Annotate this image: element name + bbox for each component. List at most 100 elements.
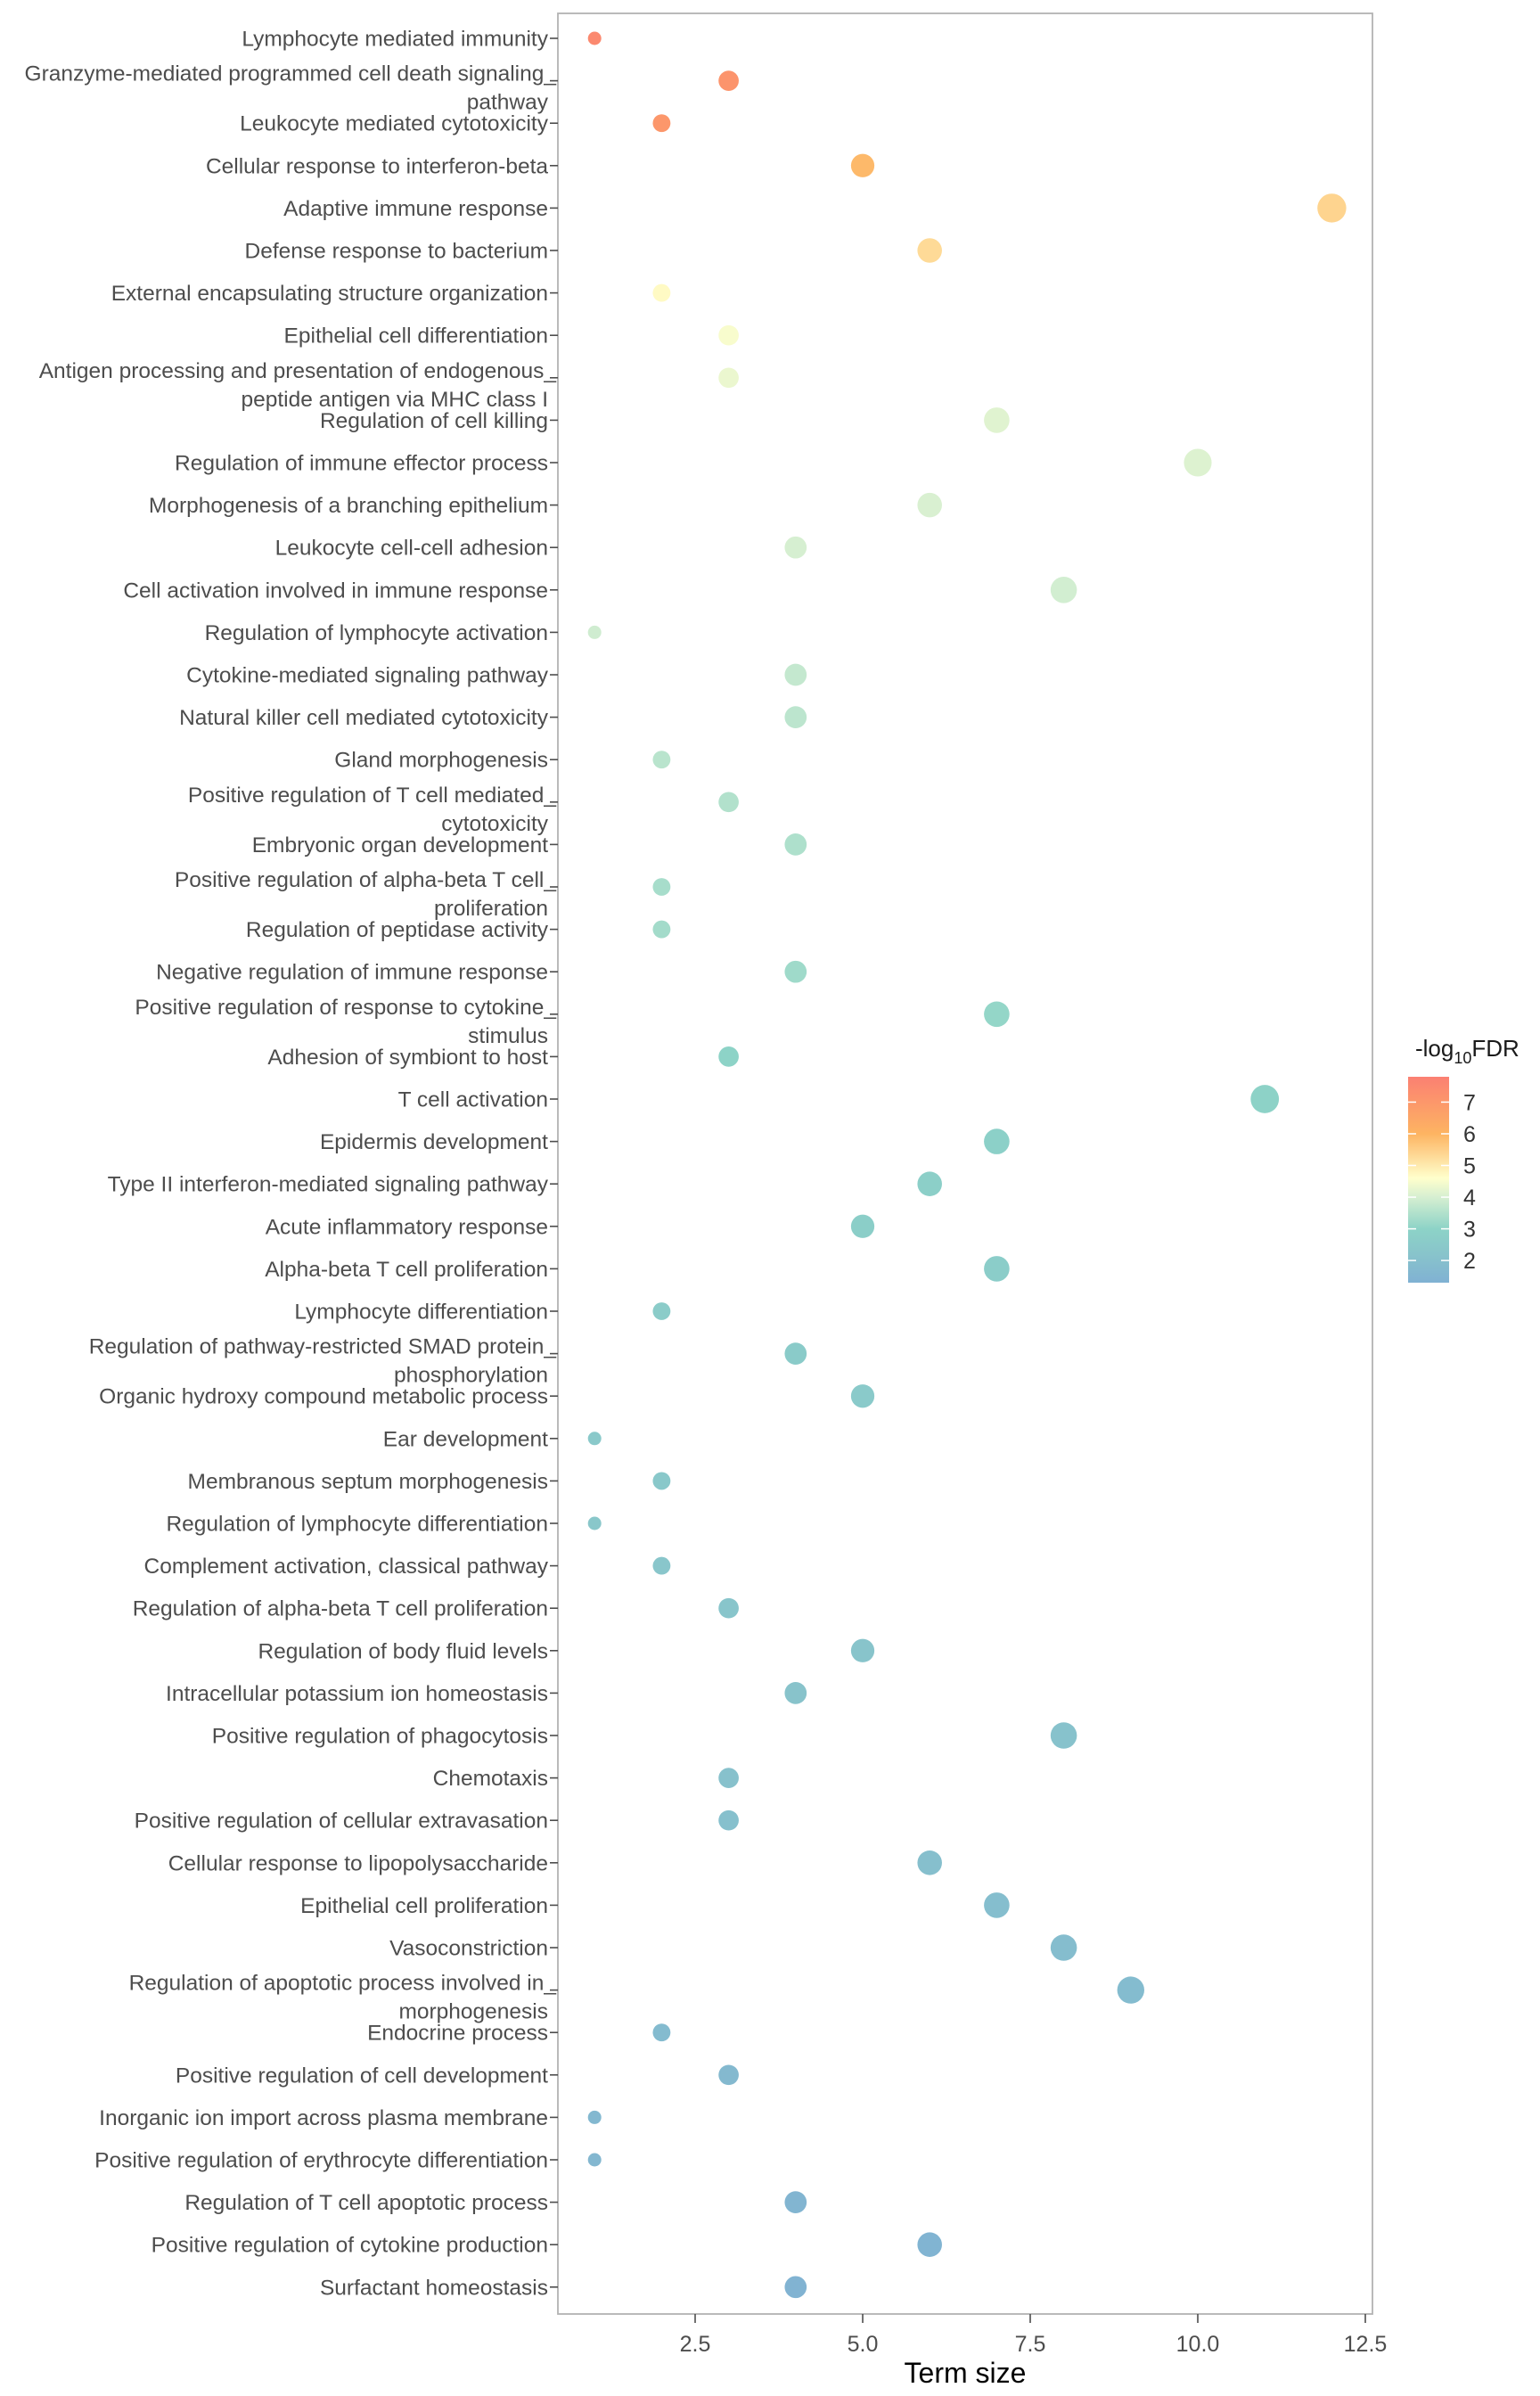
data-point[interactable] xyxy=(850,153,875,177)
y-tick-label-continuation: peptide antigen via MHC class I xyxy=(241,388,548,412)
data-point[interactable] xyxy=(718,2064,739,2086)
data-point[interactable] xyxy=(652,1556,671,1575)
y-tick-label: Antigen processing and presentation of e… xyxy=(39,359,557,383)
data-point[interactable] xyxy=(652,751,671,769)
y-tick-label: Regulation of cell killing xyxy=(320,409,548,433)
y-tick-label: Positive regulation of erythrocyte diffe… xyxy=(94,2149,548,2173)
data-point[interactable] xyxy=(984,1256,1010,1282)
x-tick-label: 2.5 xyxy=(680,2332,711,2357)
data-point[interactable] xyxy=(784,2191,807,2213)
data-point[interactable] xyxy=(1117,1976,1144,2004)
data-point[interactable] xyxy=(1317,193,1347,223)
data-point[interactable] xyxy=(850,1214,875,1238)
y-tick-label: Defense response to bacterium xyxy=(245,240,548,264)
x-axis: 2.5 5.0 7.5 10.0 12.5 xyxy=(680,2314,1387,2357)
y-tick-label: Epidermis development xyxy=(320,1130,548,1154)
data-point[interactable] xyxy=(917,2232,942,2257)
y-tick-label: Gland morphogenesis xyxy=(334,749,548,773)
data-point[interactable] xyxy=(587,2153,602,2167)
data-point[interactable] xyxy=(784,663,807,686)
legend-tick-label: 7 xyxy=(1463,1090,1476,1115)
color-legend: -log10FDR 7 6 5 4 3 2 xyxy=(1408,1035,1520,1283)
data-point[interactable] xyxy=(718,367,739,389)
y-tick-label: Morphogenesis of a branching epithelium xyxy=(149,494,548,518)
data-point[interactable] xyxy=(784,706,807,728)
legend-tick-label: 5 xyxy=(1463,1154,1476,1179)
y-tick-label: Regulation of apoptotic process involved… xyxy=(129,1972,557,1996)
data-point[interactable] xyxy=(1050,1722,1077,1749)
legend-tick-label: 6 xyxy=(1463,1122,1476,1147)
x-tick-label: 10.0 xyxy=(1176,2332,1220,2357)
data-point[interactable] xyxy=(652,2023,671,2042)
y-tick-label: Cell activation involved in immune respo… xyxy=(123,578,548,603)
y-tick-label: Adhesion of symbiont to host xyxy=(267,1046,548,1070)
data-point[interactable] xyxy=(917,492,942,518)
y-tick-label: Cellular response to interferon-beta xyxy=(206,154,548,178)
data-point[interactable] xyxy=(652,1472,671,1490)
y-tick-label: Granzyme-mediated programmed cell death … xyxy=(25,62,557,86)
y-tick-label-continuation: cytotoxicity xyxy=(441,812,549,836)
y-tick-label: Positive regulation of cellular extravas… xyxy=(135,1809,548,1834)
y-tick-label: Intracellular potassium ion homeostasis xyxy=(166,1682,548,1706)
data-point[interactable] xyxy=(718,324,739,346)
data-point[interactable] xyxy=(1250,1085,1280,1113)
data-point[interactable] xyxy=(1184,448,1212,477)
data-point[interactable] xyxy=(784,1342,807,1365)
y-tick-label: Positive regulation of T cell mediated_ xyxy=(188,784,556,808)
data-point[interactable] xyxy=(784,960,807,983)
y-tick-label: Alpha-beta T cell proliferation xyxy=(265,1258,548,1282)
y-tick-label: Lymphocyte differentiation xyxy=(294,1301,548,1325)
x-tick-label: 7.5 xyxy=(1015,2332,1046,2357)
y-tick-label: Natural killer cell mediated cytotoxicit… xyxy=(179,706,549,730)
data-point[interactable] xyxy=(652,114,671,133)
x-tick-label: 5.0 xyxy=(848,2332,879,2357)
data-point[interactable] xyxy=(1050,1934,1077,1961)
y-tick-label: Complement activation, classical pathway xyxy=(144,1555,549,1579)
data-point[interactable] xyxy=(587,1516,602,1530)
plot-panel xyxy=(557,12,1373,2315)
y-tick-label: Positive regulation of phagocytosis xyxy=(212,1725,548,1749)
data-point[interactable] xyxy=(652,283,671,302)
y-tick-label-continuation: pathway xyxy=(467,91,549,115)
data-point[interactable] xyxy=(587,31,602,45)
y-tick-label: Adaptive immune response xyxy=(283,197,548,221)
y-tick-label: Organic hydroxy compound metabolic proce… xyxy=(99,1385,548,1409)
data-point[interactable] xyxy=(652,1302,671,1320)
data-point[interactable] xyxy=(917,1850,942,1875)
data-point[interactable] xyxy=(718,792,739,813)
data-point[interactable] xyxy=(784,2276,807,2299)
y-tick-label: Regulation of lymphocyte activation xyxy=(205,621,548,645)
points-layer xyxy=(587,31,1347,2299)
data-point[interactable] xyxy=(587,1432,602,1446)
legend-tick-label: 4 xyxy=(1463,1186,1476,1210)
data-point[interactable] xyxy=(587,2110,602,2124)
data-point[interactable] xyxy=(784,536,807,559)
data-point[interactable] xyxy=(917,1171,942,1196)
data-point[interactable] xyxy=(984,1001,1010,1028)
y-tick-label: Lymphocyte mediated immunity xyxy=(242,28,548,52)
y-tick-label: Inorganic ion import across plasma membr… xyxy=(99,2106,548,2130)
y-tick-label: Positive regulation of cytokine producti… xyxy=(152,2234,548,2258)
data-point[interactable] xyxy=(718,1046,739,1067)
y-tick-label-continuation: proliferation xyxy=(434,897,548,921)
data-point[interactable] xyxy=(718,70,739,91)
data-point[interactable] xyxy=(917,238,942,263)
data-point[interactable] xyxy=(984,407,1010,433)
y-tick-label: Regulation of T cell apoptotic process xyxy=(184,2191,548,2215)
data-point[interactable] xyxy=(850,1384,875,1408)
y-tick-label: External encapsulating structure organiz… xyxy=(111,282,548,306)
data-point[interactable] xyxy=(784,833,807,856)
data-point[interactable] xyxy=(718,1809,739,1831)
data-point[interactable] xyxy=(652,878,671,896)
y-tick-label: Endocrine process xyxy=(367,2022,548,2046)
data-point[interactable] xyxy=(718,1768,739,1788)
data-point[interactable] xyxy=(1050,577,1077,603)
data-point[interactable] xyxy=(784,1682,807,1704)
data-point[interactable] xyxy=(718,1597,739,1619)
data-point[interactable] xyxy=(984,1892,1010,1918)
data-point[interactable] xyxy=(850,1638,875,1662)
data-point[interactable] xyxy=(652,920,671,939)
data-point[interactable] xyxy=(587,625,602,639)
data-point[interactable] xyxy=(984,1128,1010,1154)
y-axis: Lymphocyte mediated immunity Granzyme-med… xyxy=(25,28,558,2300)
